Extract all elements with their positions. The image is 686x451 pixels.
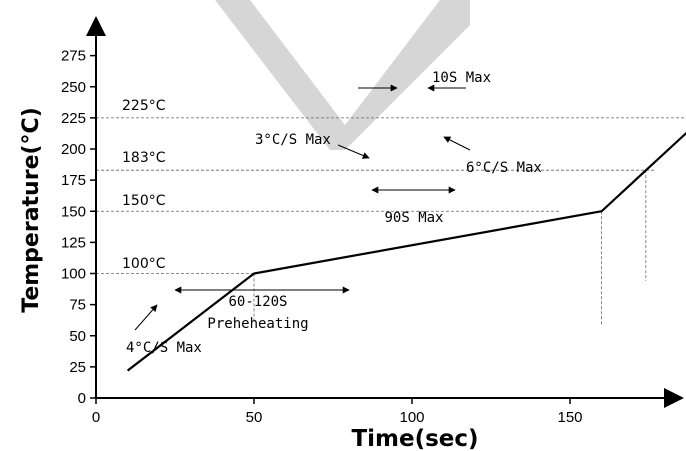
vertical-guides bbox=[253, 170, 647, 326]
y-tick-label: 250 bbox=[61, 79, 86, 96]
y-tick-label: 225 bbox=[61, 110, 86, 127]
annotation-peak-time: 10S Max bbox=[432, 70, 491, 86]
y-tick-label: 75 bbox=[69, 297, 86, 314]
annotation-preheat-label: Preheheating bbox=[207, 316, 308, 332]
ref-label-225: 225°C bbox=[122, 98, 166, 114]
series-line bbox=[126, 131, 686, 372]
y-tick-label: 275 bbox=[61, 48, 86, 65]
y-tick-label: 0 bbox=[78, 390, 86, 407]
x-axis-title: Time(sec) bbox=[351, 426, 478, 451]
annotation-ramp-up-2: 3°C/S Max bbox=[255, 132, 331, 148]
y-ticks: 0 25 50 75 100 125 150 175 200 225 250 275 bbox=[61, 48, 96, 407]
y-tick-label: 125 bbox=[61, 234, 86, 251]
y-tick-label: 150 bbox=[61, 203, 86, 220]
annotation-ramp-up-1: 4°C/S Max bbox=[126, 340, 202, 356]
x-tick-label: 50 bbox=[246, 409, 263, 426]
annotation-above-183: 90S Max bbox=[384, 210, 443, 226]
ref-label-150: 150°C bbox=[122, 193, 166, 209]
ref-label-183: 183°C bbox=[122, 150, 166, 166]
x-tick-label: 150 bbox=[557, 409, 582, 426]
watermark bbox=[215, 0, 470, 150]
y-tick-label: 50 bbox=[69, 328, 86, 345]
reference-lines bbox=[96, 117, 686, 274]
y-tick-label: 25 bbox=[69, 359, 86, 376]
annotation-arrows bbox=[134, 84, 471, 331]
x-tick-label: 0 bbox=[92, 409, 100, 426]
y-tick-label: 100 bbox=[61, 266, 86, 283]
annotation-ramp-down: 6°C/S Max bbox=[466, 160, 542, 176]
y-axis-title: Temperature(°C) bbox=[19, 107, 44, 313]
annotation-preheat-time: 60-120S bbox=[228, 294, 287, 310]
x-tick-label: 100 bbox=[399, 409, 424, 426]
y-tick-label: 200 bbox=[61, 141, 86, 158]
y-tick-label: 175 bbox=[61, 172, 86, 189]
ref-label-100: 100°C bbox=[122, 256, 166, 272]
x-ticks: 050100150200250300350 bbox=[92, 398, 583, 426]
